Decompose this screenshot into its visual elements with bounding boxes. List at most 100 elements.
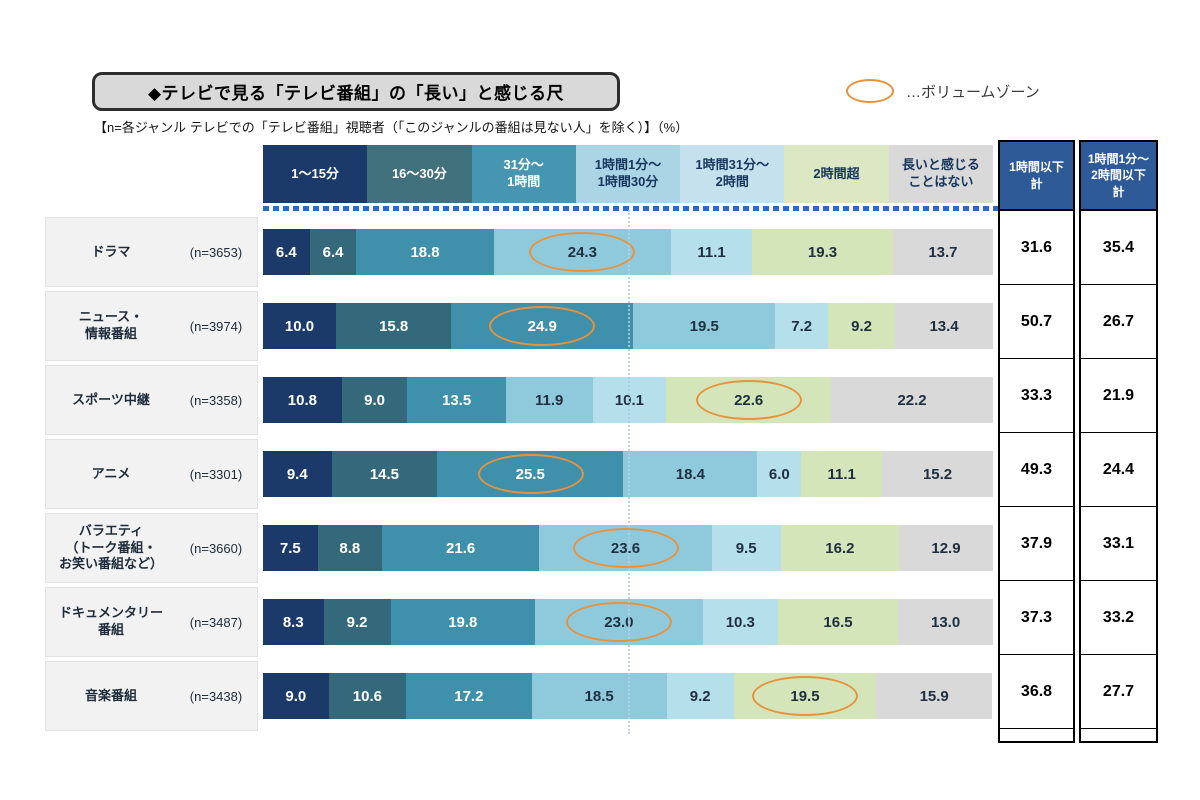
genre-row: ドキュメンタリー 番組 (n=3487) 8.3 9.2 19.8 23.0 10.3 16.… [45, 585, 993, 659]
stacked-bar: 8.3 9.2 19.8 23.0 10.3 16.5 13.0 [263, 599, 993, 645]
summary-cell: 33.2 [1081, 581, 1156, 655]
duration-header-cell: 1〜15分 [263, 145, 368, 203]
stacked-bar: 9.0 10.6 17.2 18.5 9.2 19.5 15.9 [263, 673, 993, 719]
duration-header-cell: 1時間1分〜 1時間30分 [575, 145, 681, 203]
bar-segment: 9.2 [323, 599, 391, 645]
sample-size-label: (n=3660) [189, 540, 243, 556]
genre-label: ニュース・ 情報番組 [78, 309, 144, 341]
genre-label: ドラマ [91, 243, 131, 259]
genre-label-box: ニュース・ 情報番組 (n=3974) [45, 291, 258, 361]
genre-rows: ドラマ (n=3653) 6.4 6.4 18.8 24.3 11.1 19.3 13.7 ニュー… [45, 215, 993, 733]
genre-label: スポーツ中継 [72, 391, 150, 407]
sample-size-label: (n=3487) [189, 614, 243, 630]
genre-label-box: アニメ (n=3301) [45, 439, 258, 509]
stacked-bar-chart: 1〜15分 16〜30分 31分〜 1時間 1時間1分〜 1時間30分 1時間31分〜 … [45, 140, 1160, 745]
bar-segment: 8.8 [317, 525, 382, 571]
summary-header-1h01-2h: 1時間1分〜 2時間以下 計 [1079, 140, 1158, 211]
stacked-bar: 6.4 6.4 18.8 24.3 11.1 19.3 13.7 [263, 229, 993, 275]
bar-segment: 10.8 [263, 377, 342, 423]
volume-zone-ellipse [696, 380, 803, 420]
page-title: ◆テレビで見る「テレビ番組」の「長い」と感じる尺 [92, 72, 620, 111]
sample-size-label: (n=3974) [189, 318, 243, 334]
bar-segment: 9.0 [263, 673, 329, 719]
bar-segment: 9.5 [711, 525, 781, 571]
genre-label: 音楽番組 [84, 687, 137, 703]
genre-row: バラエティ （トーク番組・ お笑い番組など） (n=3660) 7.5 8.8 21.6… [45, 511, 993, 585]
genre-label: バラエティ （トーク番組・ お笑い番組など） [58, 522, 163, 572]
bar-segment: 15.2 [882, 451, 993, 497]
summary-cell-stub [1000, 729, 1073, 741]
summary-cell: 26.7 [1081, 285, 1156, 359]
volume-zone-ellipse [566, 602, 673, 642]
bar-segment: 16.2 [780, 525, 899, 571]
summary-cell: 33.1 [1081, 507, 1156, 581]
bar-segment: 13.0 [898, 599, 993, 645]
summary-cell: 35.4 [1081, 211, 1156, 285]
duration-header-row: 1〜15分 16〜30分 31分〜 1時間 1時間1分〜 1時間30分 1時間31分〜 … [263, 145, 993, 203]
summary-cell: 36.8 [1000, 655, 1073, 729]
summary-cell: 24.4 [1081, 433, 1156, 507]
bar-segment: 10.6 [328, 673, 407, 719]
bar-segment: 13.7 [892, 229, 993, 275]
bar-segment: 15.9 [876, 673, 993, 719]
summary-column-1h01-2h: 35.4 26.7 21.9 24.4 33.1 33.2 27.7 [1079, 211, 1158, 743]
bar-segment: 18.4 [623, 451, 758, 497]
duration-header-cell: 2時間超 [784, 145, 889, 203]
bar-segment: 18.8 [356, 229, 494, 275]
volume-zone-ellipse [529, 232, 636, 272]
header-underline-dots [263, 206, 1000, 211]
bar-segment: 11.9 [505, 377, 593, 423]
genre-row: ニュース・ 情報番組 (n=3974) 10.0 15.8 24.9 19.5 7.2 9.2… [45, 289, 993, 363]
bar-segment: 9.2 [827, 303, 896, 349]
bar-segment: 13.5 [407, 377, 506, 423]
summary-cell: 50.7 [1000, 285, 1073, 359]
bar-segment: 6.0 [757, 451, 802, 497]
genre-row: 音楽番組 (n=3438) 9.0 10.6 17.2 18.5 9.2 19.5 15.9 [45, 659, 993, 733]
genre-label-box: バラエティ （トーク番組・ お笑い番組など） (n=3660) [45, 513, 258, 583]
stacked-bar: 10.0 15.8 24.9 19.5 7.2 9.2 13.4 [263, 303, 993, 349]
volume-zone-ellipse [572, 528, 679, 568]
summary-cell: 49.3 [1000, 433, 1073, 507]
bar-segment: 19.5 [633, 303, 776, 349]
bar-segment: 11.1 [801, 451, 883, 497]
genre-row: アニメ (n=3301) 9.4 14.5 25.5 18.4 6.0 11.1 15.2 [45, 437, 993, 511]
stacked-bar: 7.5 8.8 21.6 23.6 9.5 16.2 12.9 [263, 525, 993, 571]
legend-label: …ボリュームゾーン [906, 83, 1040, 101]
bar-segment: 19.8 [390, 599, 535, 645]
bar-segment: 22.2 [831, 377, 993, 423]
bar-segment: 14.5 [331, 451, 438, 497]
bar-segment: 13.4 [895, 303, 993, 349]
volume-zone-ellipse [489, 306, 596, 346]
stacked-bar: 9.4 14.5 25.5 18.4 6.0 11.1 15.2 [263, 451, 993, 497]
summary-column-under-1h: 31.6 50.7 33.3 49.3 37.9 37.3 36.8 [998, 211, 1075, 743]
duration-header-cell: 31分〜 1時間 [471, 145, 576, 203]
volume-zone-legend: …ボリュームゾーン [846, 79, 1040, 103]
genre-label-box: ドラマ (n=3653) [45, 217, 258, 287]
genre-row: ドラマ (n=3653) 6.4 6.4 18.8 24.3 11.1 19.3 13.7 [45, 215, 993, 289]
sample-size-label: (n=3301) [189, 466, 243, 482]
bar-segment: 21.6 [381, 525, 540, 571]
genre-label-box: 音楽番組 (n=3438) [45, 661, 258, 731]
bar-segment: 8.3 [263, 599, 324, 645]
bar-segment: 6.4 [309, 229, 357, 275]
bar-segment: 7.5 [263, 525, 318, 571]
duration-header-cell: 長いと感じる ことはない [888, 145, 993, 203]
bar-segment: 12.9 [898, 525, 993, 571]
chart-subtitle: 【n=各ジャンル テレビでの「テレビ番組」視聴者（「このジャンルの番組は見ない人… [94, 120, 689, 135]
bar-segment: 7.2 [775, 303, 828, 349]
summary-cell-stub [1081, 729, 1156, 741]
genre-label-box: スポーツ中継 (n=3358) [45, 365, 258, 435]
bar-segment: 15.8 [336, 303, 452, 349]
genre-label-box: ドキュメンタリー 番組 (n=3487) [45, 587, 258, 657]
bar-segment: 9.0 [341, 377, 408, 423]
summary-cell: 31.6 [1000, 211, 1073, 285]
bar-segment: 11.1 [671, 229, 753, 275]
summary-cell: 21.9 [1081, 359, 1156, 433]
summary-cell: 37.3 [1000, 581, 1073, 655]
duration-header-cell: 1時間31分〜 2時間 [680, 145, 785, 203]
stacked-bar: 10.8 9.0 13.5 11.9 10.1 22.6 22.2 [263, 377, 993, 423]
sample-size-label: (n=3653) [189, 244, 243, 260]
bar-segment: 19.3 [752, 229, 893, 275]
summary-cell: 27.7 [1081, 655, 1156, 729]
